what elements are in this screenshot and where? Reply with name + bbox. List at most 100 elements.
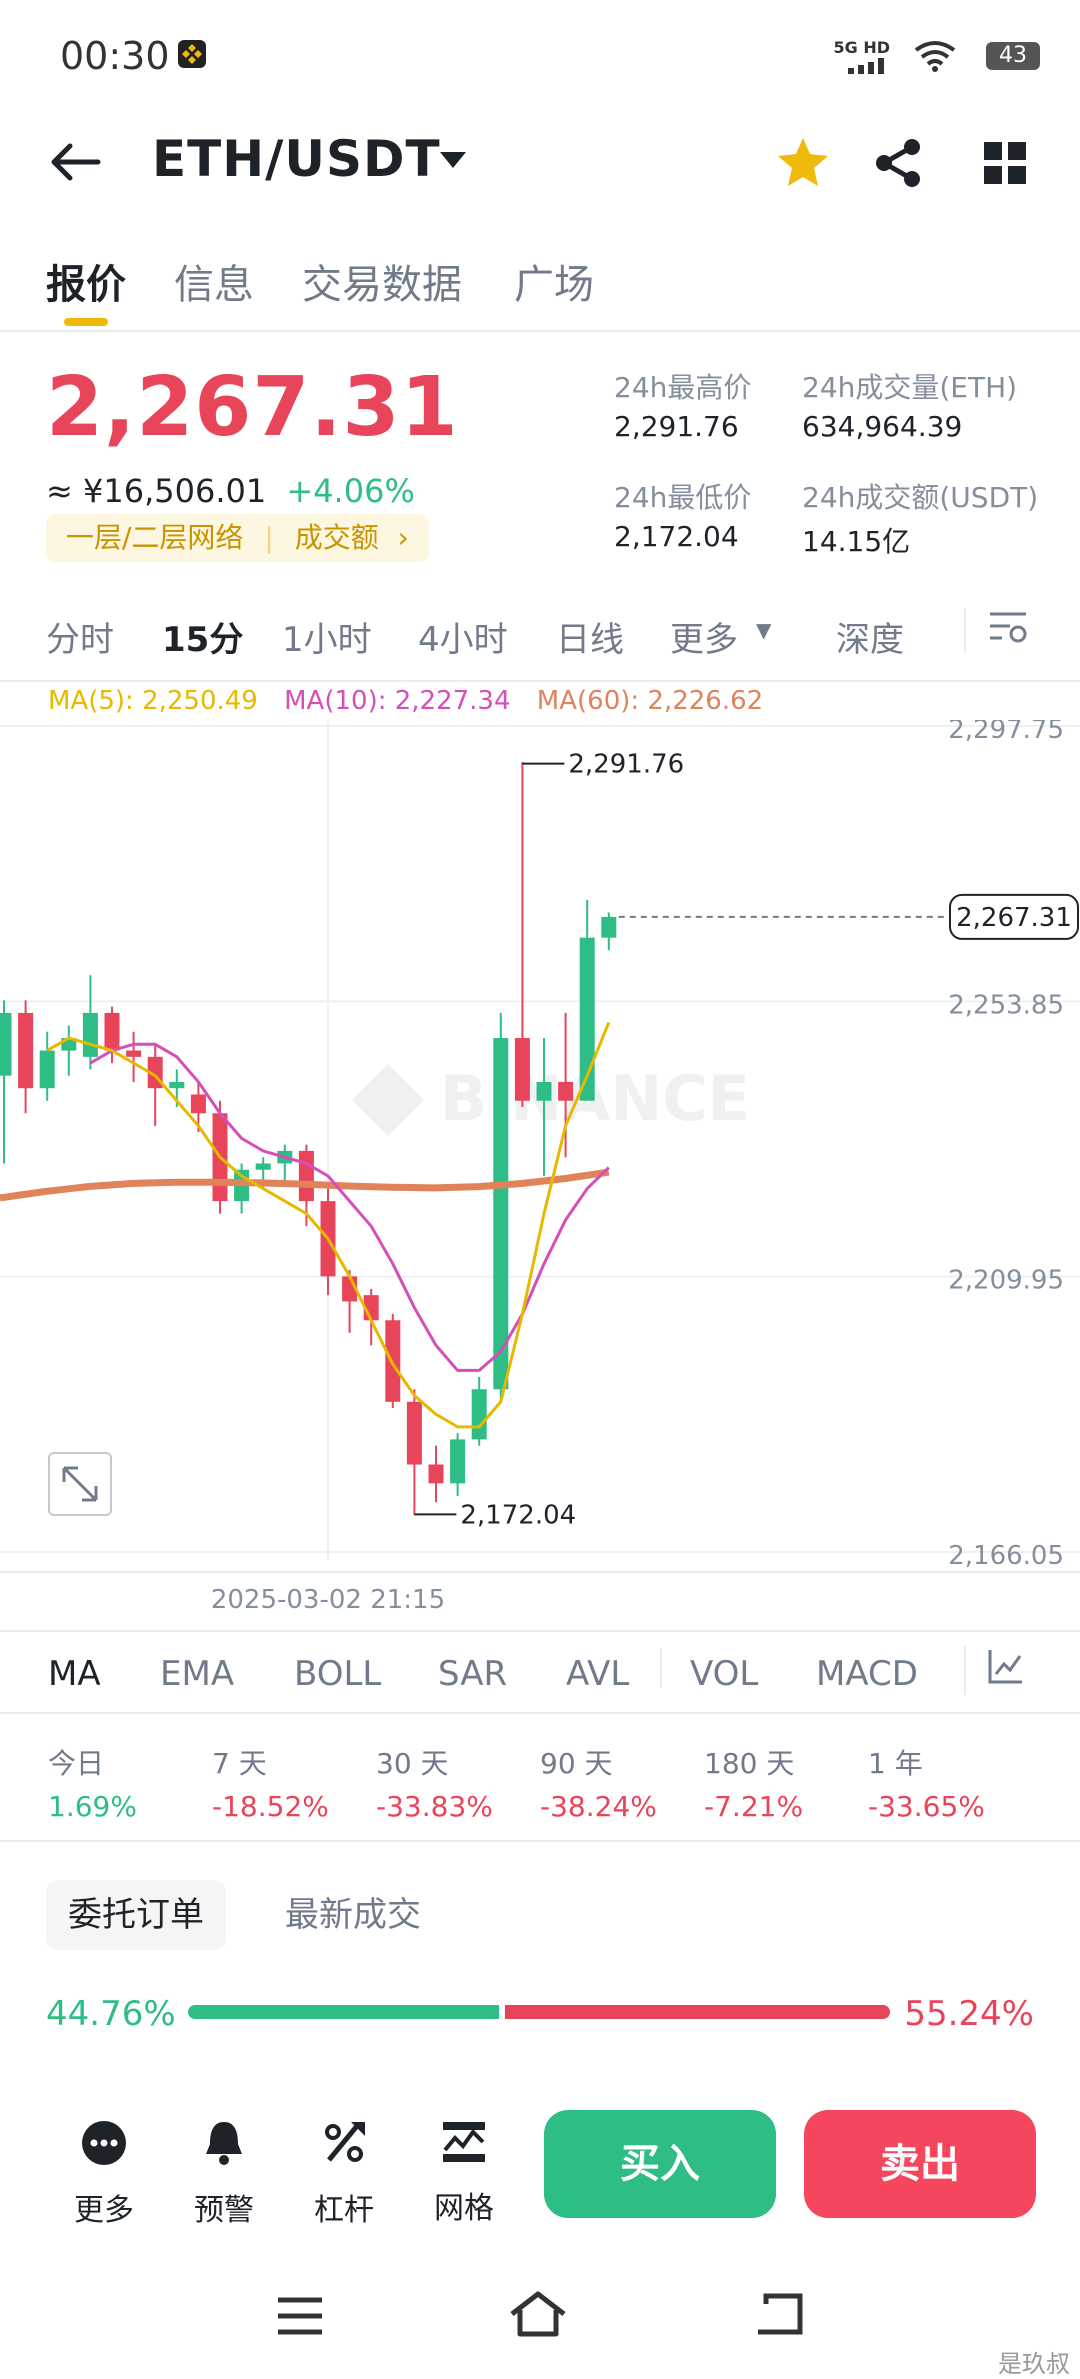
perf-label-90d: 90 天: [540, 1742, 613, 1782]
top-tabs: 报价 信息 交易数据 广场: [0, 240, 1080, 332]
timeframe-bar: 分时 15分 1小时 4小时 日线 更多 ▼ 深度: [0, 600, 1080, 682]
share-icon[interactable]: [874, 138, 922, 192]
grid-menu-icon[interactable]: [984, 142, 1026, 188]
pair-title[interactable]: ETH/USDT: [152, 130, 441, 188]
price-cny-value: ≈ ¥16,506.01: [46, 472, 266, 510]
grid-label: 网格: [414, 2183, 514, 2227]
category-label: 一层/二层网络: [66, 521, 243, 554]
leverage-percent-icon: [294, 2120, 394, 2177]
wifi-icon: [914, 40, 956, 76]
menu-icon[interactable]: [276, 2296, 324, 2340]
tab-quote[interactable]: 报价: [46, 252, 126, 310]
last-price-tag-label: 2,267.31: [956, 903, 1072, 933]
candle-body: [493, 1038, 508, 1389]
x-axis-label: 2025-03-02 21:15: [211, 1585, 445, 1615]
tab-info[interactable]: 信息: [174, 252, 254, 310]
back-arrow-icon[interactable]: [48, 140, 102, 188]
candle-body: [83, 1013, 98, 1057]
tf-15m[interactable]: 15分: [162, 612, 243, 661]
candle-body: [256, 1163, 271, 1169]
back-icon[interactable]: [752, 2292, 804, 2340]
candle-body: [169, 1082, 184, 1088]
low-value: 2,172.04: [614, 520, 739, 553]
candle-body: [429, 1465, 444, 1484]
candle-body: [472, 1389, 487, 1439]
candle-body: [515, 1038, 530, 1101]
price-chart[interactable]: 2,297.75 2,253.85 2,209.95 2,166.05 BINANCE 2…: [0, 720, 1080, 1620]
performance-row: 今日 1.69% 7 天 -18.52% 30 天 -33.83% 90 天 -…: [0, 1730, 1080, 1842]
more-button[interactable]: 更多: [54, 2120, 154, 2229]
high-label: 24h最高价: [614, 366, 751, 406]
ma-legend: MA(5): 2,250.49 MA(10): 2,227.34 MA(60):…: [48, 686, 763, 716]
indicator-vol[interactable]: VOL: [690, 1654, 758, 1694]
grid-bot-icon: [414, 2120, 514, 2175]
perf-value-90d: -38.24%: [540, 1790, 657, 1823]
tf-1d[interactable]: 日线: [556, 612, 624, 661]
network-label: 5G HD: [833, 38, 890, 57]
signal-icon: [844, 58, 890, 78]
tf-more[interactable]: 更多: [670, 612, 738, 661]
perf-label-today: 今日: [48, 1742, 104, 1782]
binance-notification-icon: [178, 40, 206, 68]
candle-body: [126, 1051, 141, 1057]
bell-icon: [174, 2120, 274, 2177]
candle-body: [191, 1094, 206, 1113]
caret-down-icon[interactable]: [438, 150, 468, 174]
binance-watermark: BINANCE: [440, 1062, 750, 1135]
home-icon[interactable]: [508, 2290, 568, 2342]
leverage-label: 杠杆: [294, 2185, 394, 2229]
tf-line[interactable]: 分时: [46, 612, 114, 661]
candle-body: [0, 1013, 12, 1076]
perf-value-180d: -7.21%: [704, 1790, 803, 1823]
tab-latest-trades[interactable]: 最新成交: [285, 1880, 421, 1950]
favorite-star-icon[interactable]: [776, 136, 830, 192]
grid-bot-button[interactable]: 网格: [414, 2120, 514, 2227]
perf-value-today: 1.69%: [48, 1790, 137, 1823]
battery-icon: 43: [986, 42, 1040, 70]
volume-eth-value: 634,964.39: [802, 410, 962, 443]
indicator-boll[interactable]: BOLL: [294, 1654, 381, 1694]
candle-body: [105, 1013, 120, 1051]
indicator-divider: [660, 1648, 662, 1688]
indicator-sar[interactable]: SAR: [438, 1654, 507, 1694]
fullscreen-expand-icon[interactable]: [48, 1452, 112, 1516]
indicator-macd[interactable]: MACD: [816, 1654, 918, 1694]
low-label: 24h最低价: [614, 476, 751, 516]
perf-label-180d: 180 天: [704, 1742, 794, 1782]
indicator-ma[interactable]: MA: [48, 1654, 101, 1694]
ma5-label: MA(5): 2,250.49: [48, 686, 258, 716]
category-pill[interactable]: 一层/二层网络 | 成交额 ›: [46, 514, 429, 562]
sell-ratio-bar: [505, 2005, 890, 2019]
indicator-avl[interactable]: AVL: [566, 1654, 629, 1694]
tab-square[interactable]: 广场: [514, 252, 594, 310]
tf-depth[interactable]: 深度: [836, 612, 904, 661]
sell-button[interactable]: 卖出: [804, 2110, 1036, 2218]
candle-body: [18, 1013, 33, 1088]
candle-body: [558, 1082, 573, 1101]
alert-button[interactable]: 预警: [174, 2120, 274, 2229]
candle-body: [40, 1051, 55, 1089]
more-dots-icon: [54, 2120, 154, 2177]
high-value: 2,291.76: [614, 410, 739, 443]
tab-order-book[interactable]: 委托订单: [46, 1880, 226, 1950]
leverage-button[interactable]: 杠杆: [294, 2120, 394, 2229]
chart-settings-icon[interactable]: [964, 608, 1028, 653]
high-marker-label: 2,291.76: [568, 750, 684, 780]
tf-4h[interactable]: 4小时: [418, 612, 508, 661]
buy-ratio: 44.76%: [46, 1994, 176, 2034]
more-caret-icon: ▼: [756, 618, 771, 642]
perf-label-7d: 7 天: [212, 1742, 267, 1782]
indicator-ema[interactable]: EMA: [160, 1654, 234, 1694]
indicator-settings-icon[interactable]: [964, 1646, 1026, 1695]
binance-watermark-logo: [352, 1064, 424, 1136]
y-tick-label: 2,253.85: [948, 990, 1064, 1020]
candle-body: [537, 1082, 552, 1101]
candle-body: [601, 917, 616, 938]
buy-button[interactable]: 买入: [544, 2110, 776, 2218]
bottom-action-bar: 更多 预警 杠杆 网格 买入 卖出: [0, 2080, 1080, 2260]
active-tab-indicator: [64, 318, 108, 326]
tf-1h[interactable]: 1小时: [282, 612, 372, 661]
perf-value-1y: -33.65%: [868, 1790, 985, 1823]
tab-trading-data[interactable]: 交易数据: [302, 252, 462, 310]
indicator-bar: MA EMA BOLL SAR AVL VOL MACD: [0, 1630, 1080, 1714]
